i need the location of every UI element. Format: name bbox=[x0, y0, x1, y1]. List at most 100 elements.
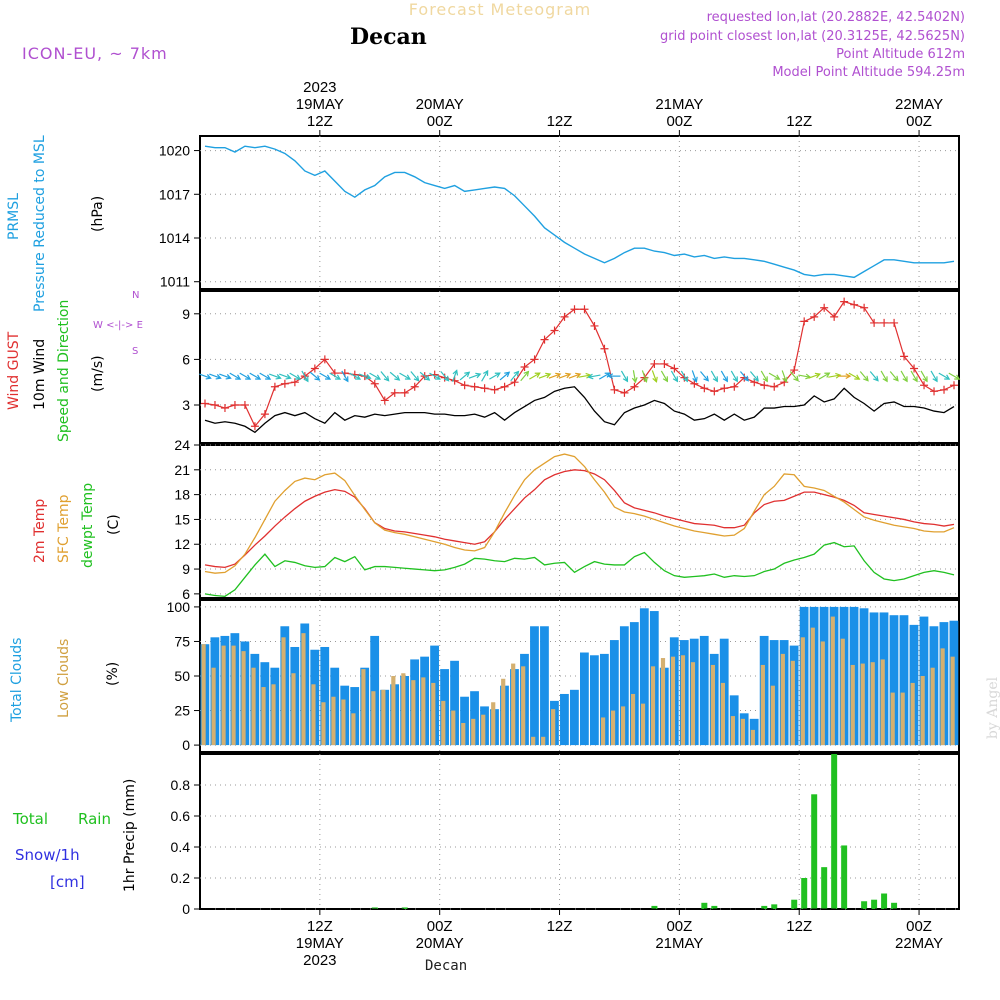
gust-marker bbox=[700, 384, 709, 393]
wind-arrow-head bbox=[443, 375, 450, 382]
wind-arrow bbox=[789, 371, 799, 382]
total-cloud-bar bbox=[639, 608, 649, 746]
low-cloud-bar bbox=[840, 638, 845, 746]
low-cloud-bar bbox=[481, 714, 486, 746]
wind-arrow-head bbox=[854, 374, 861, 380]
rain-bar bbox=[651, 905, 658, 909]
time-label-bottom: 21MAY bbox=[655, 935, 703, 952]
wind-arrow-head bbox=[732, 376, 738, 383]
low-cloud-bar bbox=[630, 693, 636, 746]
wind-arrow-shaft bbox=[419, 371, 430, 381]
y-tick-label: 6 bbox=[182, 351, 190, 367]
wind-arrow-shaft bbox=[710, 370, 718, 382]
gust-marker bbox=[560, 312, 569, 321]
wind-arrow bbox=[641, 370, 648, 383]
gust-marker bbox=[210, 401, 219, 409]
wind-arrow bbox=[938, 372, 951, 380]
wind-arrow-shaft bbox=[349, 372, 361, 380]
wind-arrow-shaft bbox=[259, 372, 271, 380]
panel-frame bbox=[199, 444, 960, 599]
y-tick-label: 100 bbox=[167, 599, 191, 615]
rain-bar bbox=[761, 905, 768, 909]
gust-marker bbox=[870, 318, 879, 327]
total-cloud-bar bbox=[460, 696, 469, 746]
wind-arrow-shaft bbox=[808, 373, 821, 379]
wind-arrow-shaft bbox=[452, 370, 458, 382]
wind-arrow-shaft bbox=[199, 373, 211, 379]
wind-arrow bbox=[808, 372, 822, 379]
wind-arrow-shaft bbox=[670, 370, 678, 382]
gust-marker bbox=[480, 384, 489, 393]
wind-arrow-shaft bbox=[538, 373, 551, 379]
low-cloud-bar bbox=[870, 662, 875, 746]
gust-marker bbox=[830, 312, 839, 321]
wind-arrow-shaft bbox=[781, 370, 787, 382]
rain-bar bbox=[861, 901, 868, 909]
total-cloud-bar bbox=[889, 615, 899, 746]
low-cloud-bar bbox=[201, 644, 206, 746]
low-cloud-bar bbox=[351, 713, 356, 746]
wind-arrow-head bbox=[335, 374, 342, 380]
wind-arrow-shaft bbox=[489, 372, 501, 380]
wind-arrow-head bbox=[314, 375, 321, 381]
wind-arrow-head bbox=[954, 374, 961, 380]
wind-arrow bbox=[798, 373, 812, 380]
wind-arrow-shaft bbox=[700, 371, 709, 382]
gust-marker bbox=[390, 388, 399, 397]
wind-arrow-shaft bbox=[651, 370, 658, 382]
wind-arrow-shaft bbox=[429, 372, 441, 380]
low-cloud-bar bbox=[221, 645, 226, 746]
wind-arrow-head bbox=[912, 376, 918, 383]
wind-arrow-shaft bbox=[209, 373, 221, 379]
low-cloud-bar bbox=[650, 666, 656, 746]
wind-arrow-shaft bbox=[481, 370, 489, 382]
gust-marker bbox=[250, 422, 259, 431]
total-cloud-bar bbox=[599, 653, 609, 746]
wind-arrow bbox=[568, 372, 582, 379]
y-tick-label: 12 bbox=[174, 536, 190, 552]
low-cloud-bar bbox=[790, 660, 795, 746]
y-tick-label: 0 bbox=[182, 901, 190, 917]
time-label-top: 00Z bbox=[906, 113, 932, 130]
wind-arrow-head bbox=[303, 376, 309, 383]
gust-marker bbox=[370, 379, 379, 388]
y-tick-label: 6 bbox=[182, 586, 190, 602]
y-tick-label: 15 bbox=[174, 511, 190, 527]
total-cloud-bar bbox=[470, 691, 479, 746]
wind-arrow bbox=[419, 371, 431, 381]
low-cloud-bar bbox=[361, 669, 366, 746]
gust-marker bbox=[520, 363, 529, 371]
gust-marker bbox=[230, 401, 239, 409]
gust-marker bbox=[270, 382, 279, 391]
rain-bar bbox=[791, 899, 798, 909]
wind-arrow bbox=[720, 370, 728, 383]
wind-arrow bbox=[520, 370, 530, 382]
low-cloud-bar bbox=[291, 673, 296, 746]
wind-arrow-shaft bbox=[341, 370, 349, 382]
y-tick-label: 1014 bbox=[159, 230, 190, 246]
gust-marker bbox=[290, 378, 299, 387]
compass-s: S bbox=[132, 346, 139, 357]
wind-arrow-head bbox=[394, 375, 401, 381]
wind-arrow-head bbox=[774, 374, 781, 380]
wind-arrow-head bbox=[523, 370, 530, 377]
wind-arrow-head bbox=[902, 376, 908, 383]
wind-arrow bbox=[301, 370, 309, 383]
gust-marker bbox=[940, 385, 949, 394]
wind-arrow-head bbox=[374, 374, 382, 380]
wind-arrow bbox=[587, 373, 601, 380]
wind-arrow-shaft bbox=[739, 371, 749, 382]
y-tick-label: 21 bbox=[174, 462, 190, 478]
gust-marker bbox=[810, 312, 819, 321]
wind-arrow-head bbox=[703, 375, 709, 382]
wind-arrow-head bbox=[555, 372, 562, 379]
wind-arrow-head bbox=[873, 375, 879, 382]
low-cloud-bar bbox=[620, 706, 626, 746]
time-label-top: 00Z bbox=[666, 113, 692, 130]
low-cloud-bar bbox=[890, 692, 895, 746]
wind-arrow-head bbox=[743, 375, 749, 382]
gust-marker bbox=[760, 381, 769, 390]
low-cloud-bar bbox=[610, 710, 616, 746]
wind-arrow-head bbox=[587, 373, 594, 380]
y-tick-label: 25 bbox=[174, 703, 190, 719]
